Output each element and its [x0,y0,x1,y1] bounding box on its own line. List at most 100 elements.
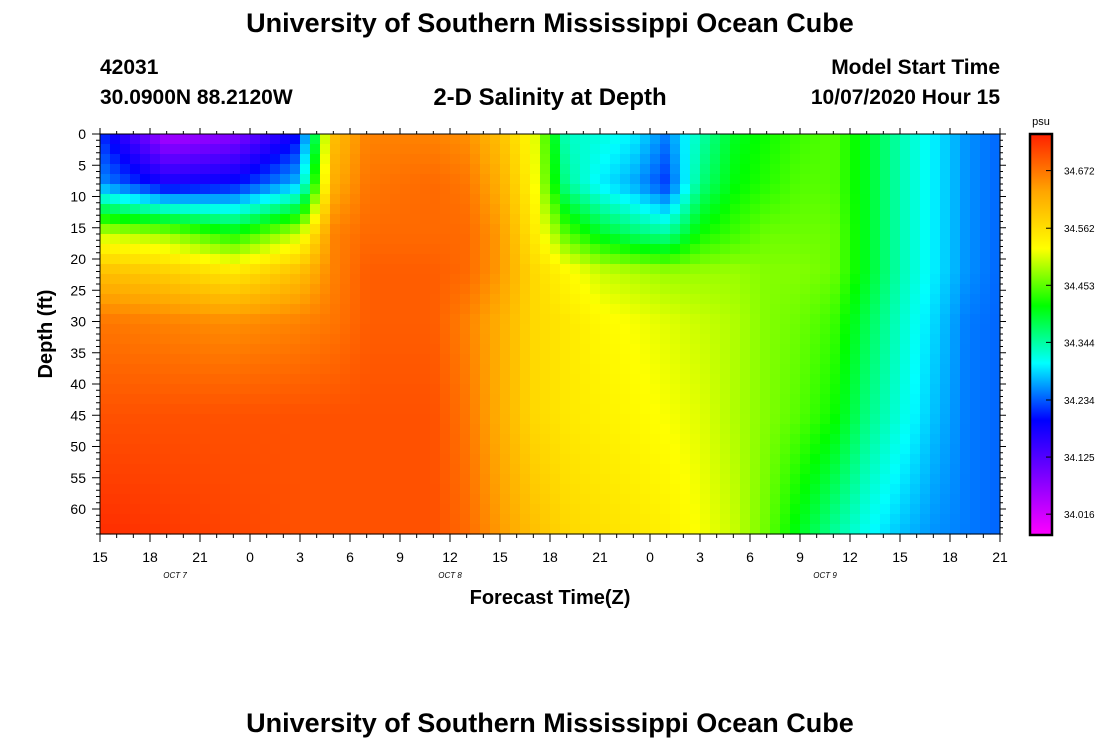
heatmap-cell [690,404,701,415]
heatmap-cell [840,444,851,455]
heatmap-cell [960,314,971,325]
heatmap-cell [590,294,601,305]
heatmap-cell [780,484,791,495]
heatmap-cell [720,374,731,385]
heatmap-cell [530,264,541,275]
heatmap-cell [910,294,921,305]
heatmap-cell [900,254,911,265]
heatmap-cell [360,184,371,195]
heatmap-cell [960,514,971,525]
heatmap-cell [570,334,581,345]
heatmap-cell [100,414,111,425]
heatmap-cell [740,484,751,495]
heatmap-cell [120,444,131,455]
heatmap-cell [880,164,891,175]
heatmap-cell [310,194,321,205]
heatmap-cell [540,204,551,215]
y-tick-label: 40 [70,376,86,392]
heatmap-cell [100,244,111,255]
heatmap-cell [520,464,531,475]
heatmap-cell [910,174,921,185]
heatmap-cell [580,464,591,475]
heatmap-cell [640,414,651,425]
heatmap-cell [640,264,651,275]
heatmap-cell [120,474,131,485]
heatmap-cell [630,314,641,325]
heatmap-cell [550,484,561,495]
heatmap-cell [740,514,751,525]
heatmap-cell [510,514,521,525]
heatmap-cell [940,154,951,165]
heatmap-cell [290,454,301,465]
heatmap-cell [900,344,911,355]
heatmap-cell [130,514,141,525]
heatmap-cell [910,214,921,225]
heatmap-cell [670,144,681,155]
heatmap-cell [270,444,281,455]
heatmap-cell [970,514,981,525]
heatmap-cell [130,384,141,395]
heatmap-cell [950,224,961,235]
heatmap-cell [250,304,261,315]
heatmap-cell [940,444,951,455]
heatmap-cell [560,154,571,165]
heatmap-cell [170,134,181,145]
heatmap-cell [670,504,681,515]
heatmap-cell [630,504,641,515]
heatmap-cell [670,294,681,305]
heatmap-cell [260,354,271,365]
heatmap-cell [300,324,311,335]
heatmap-cell [250,134,261,145]
heatmap-cell [980,204,991,215]
heatmap-cell [880,254,891,265]
heatmap-cell [530,184,541,195]
heatmap-cell [790,204,801,215]
heatmap-cell [990,204,1001,215]
heatmap-cell [750,364,761,375]
heatmap-cell [140,394,151,405]
heatmap-cell [310,484,321,495]
heatmap-cell [160,374,171,385]
heatmap-cell [860,374,871,385]
heatmap-cell [290,254,301,265]
heatmap-cell [730,254,741,265]
heatmap-cell [170,454,181,465]
heatmap-cell [520,414,531,425]
heatmap-cell [170,364,181,375]
heatmap-cell [650,374,661,385]
heatmap-cell [830,134,841,145]
heatmap-cell [830,374,841,385]
heatmap-cell [740,194,751,205]
heatmap-cell [560,454,571,465]
heatmap-cell [550,194,561,205]
heatmap-cell [300,154,311,165]
heatmap-cell [440,494,451,505]
heatmap-cell [130,254,141,265]
heatmap-cell [850,154,861,165]
heatmap-cell [780,164,791,175]
heatmap-cell [300,314,311,325]
heatmap-cell [480,244,491,255]
heatmap-cell [560,524,571,535]
heatmap-cell [500,424,511,435]
heatmap-cell [340,364,351,375]
heatmap-cell [640,244,651,255]
heatmap-cell [180,524,191,535]
heatmap-cell [580,214,591,225]
heatmap-cell [890,304,901,315]
heatmap-cell [460,354,471,365]
heatmap-cell [950,274,961,285]
heatmap-cell [740,284,751,295]
heatmap-cell [500,234,511,245]
heatmap-cell [400,364,411,375]
heatmap-cell [490,304,501,315]
heatmap-cell [500,494,511,505]
heatmap-cell [730,184,741,195]
heatmap-cell [600,134,611,145]
heatmap-cell [230,144,241,155]
heatmap-cell [230,424,241,435]
heatmap-cell [300,434,311,445]
heatmap-cell [740,524,751,535]
heatmap-cell [280,464,291,475]
heatmap-cell [910,204,921,215]
